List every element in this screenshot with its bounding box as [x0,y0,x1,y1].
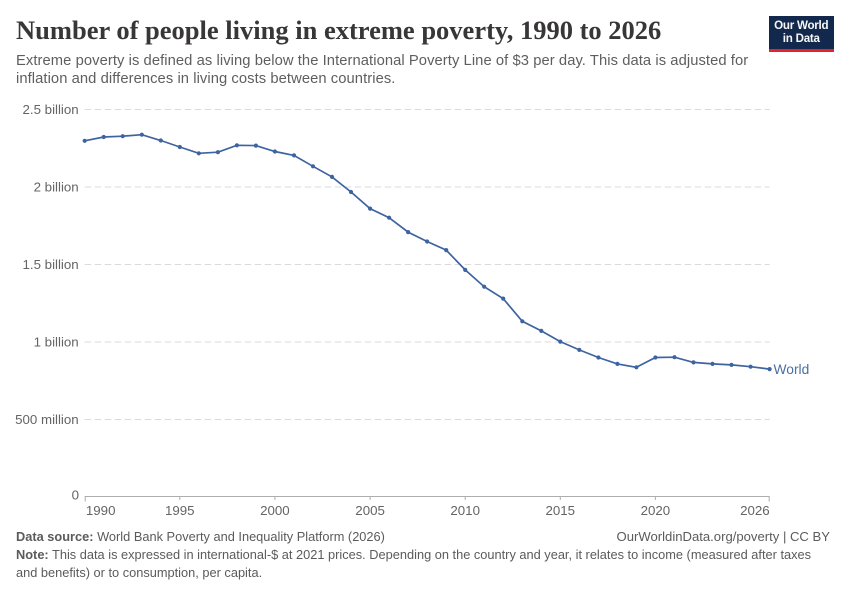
svg-text:2000: 2000 [260,503,290,518]
svg-text:2026: 2026 [740,503,770,518]
svg-text:1990: 1990 [86,503,116,518]
svg-text:2005: 2005 [355,503,385,518]
svg-text:500 million: 500 million [15,412,79,427]
svg-text:2015: 2015 [546,503,576,518]
svg-text:1.5 billion: 1.5 billion [23,257,79,272]
svg-text:2020: 2020 [641,503,671,518]
svg-text:2010: 2010 [450,503,480,518]
svg-text:1 billion: 1 billion [34,335,79,350]
svg-text:2 billion: 2 billion [34,180,79,195]
svg-text:0: 0 [72,488,79,503]
svg-text:2.5 billion: 2.5 billion [23,102,79,117]
svg-text:1995: 1995 [165,503,195,518]
svg-text:World: World [774,362,810,377]
